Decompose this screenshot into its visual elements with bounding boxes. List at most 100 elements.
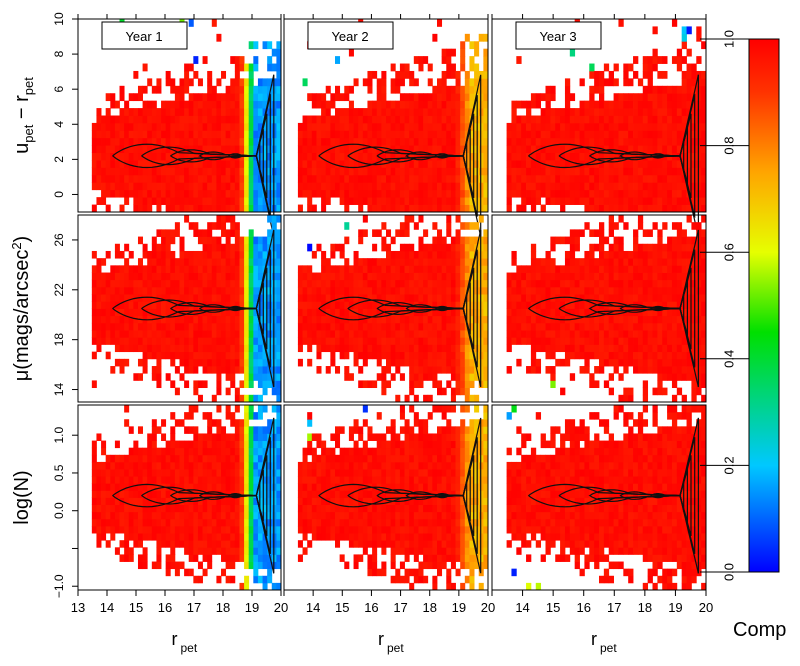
heat-cell bbox=[676, 366, 683, 374]
heat-cell bbox=[207, 412, 213, 420]
heat-cell bbox=[613, 130, 619, 139]
heat-cell bbox=[652, 258, 658, 266]
heat-cell bbox=[409, 351, 415, 360]
heat-cell bbox=[335, 115, 341, 124]
heat-cell bbox=[339, 344, 345, 353]
heat-cell bbox=[193, 554, 199, 562]
heat-cell bbox=[188, 540, 194, 548]
heat-cell bbox=[358, 265, 364, 273]
heat-cell bbox=[618, 272, 624, 281]
heat-cell bbox=[432, 366, 438, 374]
heat-cell bbox=[381, 182, 387, 191]
heat-cell bbox=[170, 100, 176, 109]
heat-cell bbox=[647, 351, 653, 360]
heat-cell bbox=[464, 373, 470, 381]
heat-cell bbox=[603, 272, 610, 281]
heat-cell bbox=[348, 301, 354, 309]
heat-cell bbox=[381, 189, 387, 198]
heat-cell bbox=[450, 145, 456, 154]
heat-cell bbox=[657, 301, 663, 309]
heat-cell bbox=[608, 243, 614, 252]
heat-cell bbox=[469, 63, 475, 72]
heat-cell bbox=[535, 145, 542, 154]
heat-cell bbox=[395, 330, 401, 338]
heat-cell bbox=[202, 440, 208, 449]
heat-cell bbox=[550, 137, 556, 146]
heat-cell bbox=[207, 540, 213, 548]
heat-cell bbox=[545, 115, 551, 124]
heat-cell bbox=[623, 315, 629, 324]
heat-cell bbox=[483, 229, 489, 237]
heat-cell bbox=[390, 358, 396, 367]
heat-cell bbox=[202, 167, 208, 176]
heat-cell bbox=[211, 222, 217, 230]
heat-cell bbox=[564, 152, 571, 161]
heat-cell bbox=[526, 286, 532, 295]
heat-cell bbox=[516, 315, 522, 324]
heat-cell bbox=[696, 33, 702, 42]
heat-cell bbox=[423, 145, 429, 154]
heat-cell bbox=[128, 497, 134, 506]
heat-cell bbox=[325, 308, 331, 317]
heat-cell bbox=[142, 366, 148, 374]
heat-cell bbox=[142, 243, 148, 252]
heat-cell bbox=[681, 204, 687, 213]
heat-cell bbox=[234, 108, 240, 116]
heat-cell bbox=[330, 243, 336, 252]
heat-cell bbox=[579, 115, 585, 124]
heat-cell bbox=[124, 490, 130, 498]
heat-cell bbox=[207, 344, 213, 353]
heat-cell bbox=[297, 272, 303, 281]
heat-cell bbox=[119, 204, 125, 213]
heat-cell bbox=[483, 373, 489, 381]
heat-cell bbox=[691, 78, 697, 87]
heat-cell bbox=[633, 337, 639, 345]
heat-cell bbox=[637, 337, 644, 345]
heat-cell bbox=[560, 204, 566, 213]
heat-cell bbox=[647, 243, 653, 252]
heat-cell bbox=[202, 469, 208, 477]
heat-cell bbox=[91, 294, 97, 302]
heat-cell bbox=[418, 272, 424, 281]
heat-cell bbox=[156, 85, 162, 94]
heat-cell bbox=[316, 351, 322, 360]
heat-cell bbox=[156, 344, 162, 353]
heat-cell bbox=[239, 160, 245, 168]
heat-cell bbox=[184, 182, 190, 191]
heat-cell bbox=[628, 137, 634, 146]
heat-cell bbox=[564, 294, 571, 302]
heat-cell bbox=[253, 93, 259, 102]
heat-cell bbox=[395, 322, 401, 331]
heat-cell bbox=[676, 286, 683, 295]
heat-cell bbox=[372, 197, 378, 205]
heat-cell bbox=[381, 315, 387, 324]
heat-cell bbox=[647, 279, 653, 288]
heat-cell bbox=[564, 137, 571, 146]
heat-cell bbox=[613, 366, 619, 374]
heat-cell bbox=[170, 294, 176, 302]
heat-cell bbox=[133, 454, 139, 463]
heat-cell bbox=[667, 167, 673, 176]
heat-cell bbox=[197, 504, 203, 513]
heat-cell bbox=[474, 63, 480, 72]
heat-cell bbox=[105, 540, 111, 548]
heat-cell bbox=[96, 511, 102, 520]
heat-cell bbox=[267, 308, 273, 317]
heat-cell bbox=[662, 351, 668, 360]
heat-cell bbox=[124, 554, 130, 562]
heat-cell bbox=[376, 167, 382, 176]
heat-cell bbox=[530, 130, 537, 139]
heat-cell bbox=[257, 294, 263, 302]
heat-cell bbox=[657, 93, 663, 102]
heat-cell bbox=[681, 250, 687, 259]
heat-cell bbox=[156, 272, 162, 281]
heat-cell bbox=[460, 160, 466, 168]
heat-cell bbox=[613, 204, 619, 213]
heat-cell bbox=[151, 258, 157, 266]
heat-cell bbox=[133, 152, 139, 161]
heat-cell bbox=[188, 440, 194, 449]
heat-cell bbox=[691, 272, 697, 281]
heat-cell bbox=[637, 243, 644, 252]
heat-cell bbox=[211, 337, 217, 345]
heat-cell bbox=[432, 222, 438, 230]
